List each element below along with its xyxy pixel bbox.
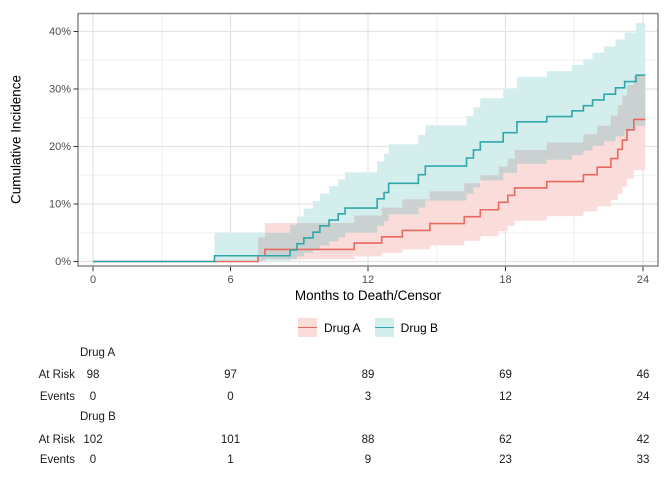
at-risk-row: At Risk 102 101 88 62 42	[0, 433, 672, 448]
events-value: 3	[364, 391, 372, 403]
row-label: Events	[39, 391, 75, 403]
band-overlap-region	[258, 75, 646, 261]
x-tick-label: 12	[362, 274, 374, 286]
x-axis-title: Months to Death/Censor	[294, 288, 442, 303]
at-risk-value: 101	[220, 434, 241, 446]
y-tick-label: 10%	[49, 199, 71, 211]
drug-a-legend-key	[297, 318, 317, 337]
group-name: Drug A	[80, 347, 116, 359]
group-name: Drug B	[80, 411, 116, 423]
cumulative-incidence-chart: 0 6 12 18 24 0% 10% 20% 30% 40%	[49, 12, 659, 286]
at-risk-value: 98	[86, 369, 100, 381]
drug-b-confidence-band	[214, 22, 646, 261]
events-value: 23	[499, 454, 512, 466]
x-tick-label: 24	[637, 274, 649, 286]
events-value: 0	[227, 391, 234, 403]
events-value: 1	[227, 454, 234, 466]
at-risk-value: 62	[499, 434, 512, 446]
y-tick-label: 20%	[49, 141, 71, 153]
events-value: 24	[636, 391, 650, 403]
drug-a-curve	[93, 118, 646, 263]
events-value: 33	[636, 454, 650, 466]
at-risk-row: At Risk 98 97 89 69 46	[0, 368, 672, 383]
x-tick-label: 6	[227, 274, 233, 286]
at-risk-value: 97	[224, 369, 237, 381]
events-row: Events 0 0 3 12 24	[0, 390, 672, 405]
y-tick-label: 40%	[49, 26, 71, 38]
drug-b-legend-line-icon	[374, 326, 394, 329]
events-value: 9	[364, 454, 372, 466]
at-risk-value: 42	[636, 434, 650, 446]
drug-a-confidence-band	[258, 75, 646, 261]
y-tick-label: 30%	[49, 84, 71, 96]
y-tick-label: 0%	[55, 256, 71, 268]
risk-table-group-header: Drug A	[0, 346, 672, 361]
x-tick-label: 0	[90, 274, 96, 286]
at-risk-value: 46	[636, 369, 650, 381]
events-row: Events 0 1 9 23 33	[0, 453, 672, 468]
drug-a-legend-line-icon	[297, 326, 317, 329]
row-label: Events	[39, 454, 75, 466]
events-value: 0	[89, 391, 97, 403]
risk-table-group-header: Drug B	[0, 410, 672, 425]
legend: Drug A Drug B	[78, 318, 658, 337]
legend-item-drug-a: Drug A	[297, 318, 361, 337]
x-tick-label: 18	[499, 274, 511, 286]
at-risk-value: 69	[499, 369, 512, 381]
legend-item-drug-b: Drug B	[374, 318, 439, 337]
drug-b-curve	[93, 74, 646, 263]
events-value: 0	[89, 454, 97, 466]
at-risk-value: 102	[83, 434, 103, 446]
row-label: At Risk	[38, 434, 75, 446]
at-risk-value: 89	[361, 369, 375, 381]
drug-b-legend-key	[374, 318, 394, 337]
panel-border	[77, 12, 659, 267]
events-value: 12	[499, 391, 512, 403]
at-risk-value: 88	[361, 434, 375, 446]
row-label: At Risk	[38, 369, 75, 381]
drug-b-legend-label: Drug B	[400, 320, 439, 335]
drug-a-legend-label: Drug A	[323, 320, 361, 335]
